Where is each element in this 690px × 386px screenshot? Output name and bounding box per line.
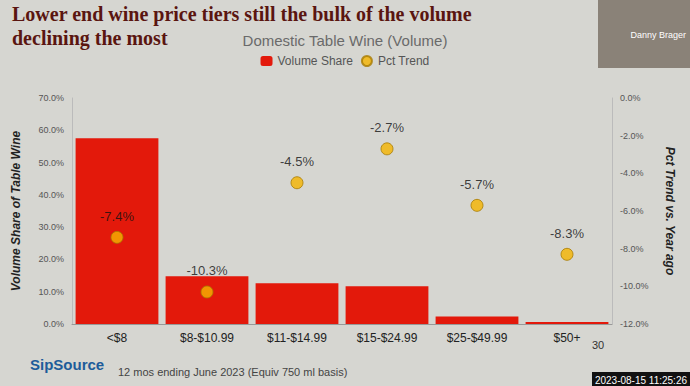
svg-text:-12.0%: -12.0% xyxy=(620,319,649,329)
svg-text:30.0%: 30.0% xyxy=(38,222,64,232)
svg-text:Volume Share: Volume Share xyxy=(278,54,354,68)
svg-text:12 mos ending June 2023 (Equiv: 12 mos ending June 2023 (Equiv 750 ml ba… xyxy=(118,366,347,378)
svg-text:declining the most: declining the most xyxy=(12,27,168,50)
svg-text:-6.0%: -6.0% xyxy=(620,206,644,216)
svg-text:-5.7%: -5.7% xyxy=(460,177,494,192)
svg-text:<$8: <$8 xyxy=(107,331,128,345)
svg-text:Volume Share of Table Wine: Volume Share of Table Wine xyxy=(9,130,23,291)
svg-text:Domestic Table Wine (Volume): Domestic Table Wine (Volume) xyxy=(243,32,448,49)
svg-text:10.0%: 10.0% xyxy=(38,287,64,297)
svg-text:-8.0%: -8.0% xyxy=(620,244,644,254)
svg-text:-2.0%: -2.0% xyxy=(620,131,644,141)
svg-text:$50+: $50+ xyxy=(553,331,580,345)
svg-text:70.0%: 70.0% xyxy=(38,93,64,103)
svg-text:-7.4%: -7.4% xyxy=(100,209,134,224)
svg-text:Danny Brager: Danny Brager xyxy=(630,30,686,40)
svg-text:30: 30 xyxy=(592,339,604,351)
svg-text:$11-$14.99: $11-$14.99 xyxy=(267,331,327,345)
svg-text:-2.7%: -2.7% xyxy=(370,120,404,135)
svg-text:Lower end wine price tiers sti: Lower end wine price tiers still the bul… xyxy=(12,3,472,26)
svg-text:0.0%: 0.0% xyxy=(43,319,64,329)
svg-text:Pct Trend: Pct Trend xyxy=(378,54,429,68)
svg-text:40.0%: 40.0% xyxy=(38,190,64,200)
svg-text:-10.0%: -10.0% xyxy=(620,281,649,291)
svg-text:-8.3%: -8.3% xyxy=(550,226,584,241)
svg-text:SipSource: SipSource xyxy=(30,356,104,373)
svg-text:-4.0%: -4.0% xyxy=(620,168,644,178)
svg-text:2023-08-15 11:25:26: 2023-08-15 11:25:26 xyxy=(595,375,688,386)
svg-text:50.0%: 50.0% xyxy=(38,158,64,168)
svg-text:-4.5%: -4.5% xyxy=(280,154,314,169)
svg-text:$15-$24.99: $15-$24.99 xyxy=(357,331,418,345)
svg-text:-10.3%: -10.3% xyxy=(186,263,228,278)
svg-text:Pct Trend vs. Year ago: Pct Trend vs. Year ago xyxy=(663,147,677,276)
svg-text:0.0%: 0.0% xyxy=(620,93,641,103)
svg-text:20.0%: 20.0% xyxy=(38,254,64,264)
svg-text:60.0%: 60.0% xyxy=(38,125,64,135)
svg-text:$25-$49.99: $25-$49.99 xyxy=(447,331,508,345)
svg-text:$8-$10.99: $8-$10.99 xyxy=(180,331,234,345)
